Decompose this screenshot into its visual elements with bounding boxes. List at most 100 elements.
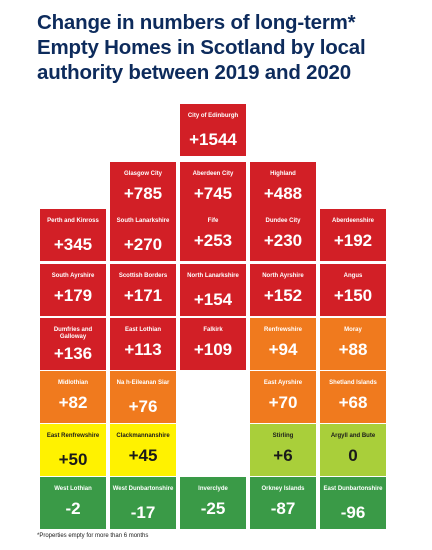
tile-value: +50: [58, 450, 88, 469]
tile-name: Stirling: [272, 433, 294, 439]
tile-orkney-islands: Orkney Islands -87: [250, 477, 316, 529]
tile-value: +82: [58, 393, 88, 412]
tile-dundee-city: Dundee City +230: [250, 209, 316, 261]
tile-name: South Ayrshire: [51, 273, 95, 279]
tile-name: Moray: [344, 327, 362, 333]
tile-east-ayrshire: East Ayrshire +70: [250, 371, 316, 423]
tile-perth-and-kinross: Perth and Kinross +345: [40, 209, 106, 261]
tile-name: North Lanarkshire: [187, 273, 239, 279]
tile-value: +154: [193, 290, 233, 309]
tile-name: East Lothian: [124, 327, 161, 333]
tile-clackmannanshire: Clackmannanshire +45: [110, 424, 176, 476]
tile-value: -96: [340, 503, 366, 522]
tile-value: -2: [65, 499, 81, 518]
tile-value: +6: [273, 446, 293, 465]
tile-value: +171: [123, 286, 163, 305]
tile-value: +68: [338, 393, 368, 412]
tile-name: Orkney Islands: [261, 486, 305, 492]
tile-value: -87: [270, 499, 296, 518]
tile-city-of-edinburgh: City of Edinburgh +1544: [180, 104, 246, 156]
tile-north-lanarkshire: North Lanarkshire +154: [180, 264, 246, 316]
tile-value: +1544: [189, 130, 237, 149]
title-line-2: Empty Homes in Scotland by local: [37, 36, 366, 59]
tile-value: +230: [263, 231, 303, 250]
tile-name: West Dunbartonshire: [112, 486, 174, 492]
tile-dumfries-and-galloway: Dumfries and Galloway +136: [40, 318, 106, 370]
tile-name: Angus: [343, 273, 363, 279]
tile-name: Argyll and Bute: [330, 433, 376, 439]
tile-name: South Lanarkshire: [116, 218, 170, 224]
tile-na-h-eileanan-siar: Na h-Eileanan Siar +76: [110, 371, 176, 423]
tile-value: +109: [193, 340, 233, 359]
tile-value: +745: [193, 184, 233, 203]
chart-title: Change in numbers of long-term* Empty Ho…: [37, 10, 417, 85]
tile-name: West Lothian: [54, 486, 92, 492]
tile-value: -25: [200, 499, 226, 518]
tile-west-dunbartonshire: West Dunbartonshire -17: [110, 477, 176, 529]
title-line-1: Change in numbers of long-term*: [37, 11, 356, 34]
tile-value: +76: [128, 397, 158, 416]
tile-name: East Dunbartonshire: [323, 486, 383, 492]
tile-name: Falkirk: [203, 327, 223, 333]
tile-name: Clackmannanshire: [116, 433, 170, 439]
tile-inverclyde: Inverclyde -25: [180, 477, 246, 529]
tile-name: Dundee City: [265, 218, 301, 224]
tile-name: Highland: [270, 171, 296, 177]
tile-aberdeenshire: Aberdeenshire +192: [320, 209, 386, 261]
tile-value: +150: [333, 286, 373, 305]
tile-name: Glasgow City: [123, 171, 162, 177]
tile-value: +270: [123, 235, 163, 254]
tile-south-ayrshire: South Ayrshire +179: [40, 264, 106, 316]
tile-east-renfrewshire: East Renfrewshire +50: [40, 424, 106, 476]
tile-value: +192: [333, 231, 373, 250]
tile-north-ayrshire: North Ayrshire +152: [250, 264, 316, 316]
tile-name: Na h-Eileanan Siar: [116, 380, 170, 386]
tile-west-lothian: West Lothian -2: [40, 477, 106, 529]
tile-name: Scottish Borders: [118, 273, 168, 279]
tile-name: East Ayrshire: [263, 380, 303, 386]
tile-name: Aberdeenshire: [331, 218, 374, 224]
tile-moray: Moray +88: [320, 318, 386, 370]
tile-renfrewshire: Renfrewshire +94: [250, 318, 316, 370]
tile-glasgow-city: Glasgow City +785: [110, 162, 176, 214]
tile-name: Midlothian: [58, 380, 88, 386]
tile-aberdeen-city: Aberdeen City +745: [180, 162, 246, 214]
tile-falkirk: Falkirk +109: [180, 318, 246, 370]
tile-scottish-borders: Scottish Borders +171: [110, 264, 176, 316]
tile-value: 0: [348, 446, 358, 465]
tile-value: +70: [268, 393, 298, 412]
tile-highland: Highland +488: [250, 162, 316, 214]
tile-value: +253: [193, 231, 233, 250]
tile-name: East Renfrewshire: [46, 433, 100, 439]
tile-value: +45: [128, 446, 158, 465]
tile-name: Perth and Kinross: [47, 218, 99, 224]
tile-value: +113: [124, 340, 162, 359]
tile-midlothian: Midlothian +82: [40, 371, 106, 423]
tile-name: Fife: [207, 218, 219, 224]
tile-value: +345: [53, 235, 93, 254]
tile-value: +152: [263, 286, 303, 305]
tile-east-dunbartonshire: East Dunbartonshire -96: [320, 477, 386, 529]
footnote: *Properties empty for more than 6 months: [37, 533, 149, 539]
tile-name: Inverclyde: [198, 486, 228, 492]
tile-name: Dumfries and Galloway: [53, 327, 93, 340]
tile-argyll-and-bute: Argyll and Bute 0: [320, 424, 386, 476]
tile-shetland-islands: Shetland Islands +68: [320, 371, 386, 423]
tile-name: City of Edinburgh: [187, 113, 239, 119]
title-line-3: authority between 2019 and 2020: [37, 61, 351, 84]
tile-value: -17: [130, 503, 156, 522]
tile-name: North Ayrshire: [262, 273, 304, 279]
tile-value: +488: [263, 184, 303, 203]
tile-value: +94: [268, 340, 298, 359]
tile-name: Aberdeen City: [192, 171, 234, 177]
tile-value: +136: [53, 344, 93, 363]
tile-fife: Fife +253: [180, 209, 246, 261]
tile-value: +785: [123, 184, 163, 203]
tile-south-lanarkshire: South Lanarkshire +270: [110, 209, 176, 261]
tile-angus: Angus +150: [320, 264, 386, 316]
tile-stirling: Stirling +6: [250, 424, 316, 476]
tile-value: +88: [338, 340, 368, 359]
tile-value: +179: [53, 286, 93, 305]
